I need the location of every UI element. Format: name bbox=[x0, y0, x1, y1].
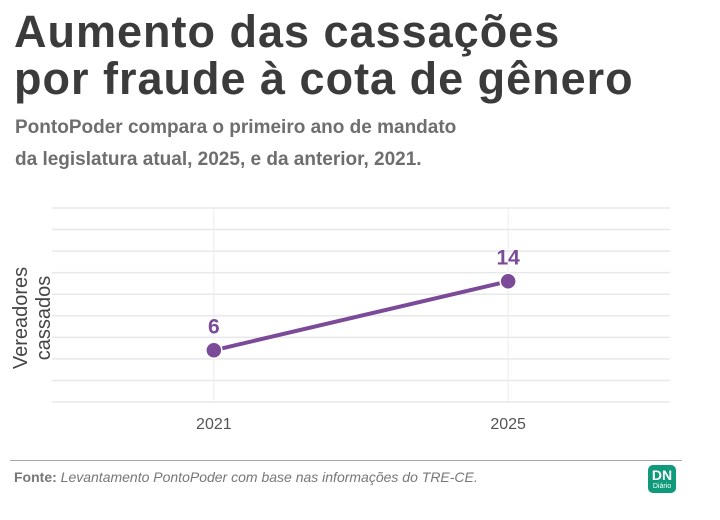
chart-title: Aumento das cassações por fraude à cota d… bbox=[14, 8, 634, 102]
source-label: Fonte: bbox=[14, 469, 57, 485]
data-label: 6 bbox=[208, 315, 220, 338]
data-label: 14 bbox=[496, 246, 520, 269]
series-line bbox=[213, 279, 509, 353]
diario-logo: DN Diário bbox=[648, 465, 676, 493]
subtitle-line-2: da legislatura atual, 2025, e da anterio… bbox=[15, 149, 422, 170]
data-point bbox=[499, 272, 517, 291]
subtitle-line-1: PontoPoder compara o primeiro ano de man… bbox=[15, 117, 457, 138]
title-line-2: por fraude à cota de gênero bbox=[14, 53, 634, 104]
source-note: Fonte: Levantamento PontoPoder com base … bbox=[14, 469, 478, 485]
line-chart: 2021 2025 6 14 bbox=[52, 207, 670, 433]
x-tick-label: 2021 bbox=[196, 416, 232, 433]
chart-subtitle: PontoPoder compara o primeiro ano de man… bbox=[15, 112, 575, 176]
logo-text: DN bbox=[651, 467, 673, 483]
data-point bbox=[205, 341, 223, 360]
x-tick-label: 2025 bbox=[490, 416, 526, 433]
title-line-1: Aumento das cassações bbox=[14, 6, 561, 57]
source-text: Levantamento PontoPoder com base nas inf… bbox=[60, 469, 478, 485]
logo-subtext: Diário bbox=[652, 483, 672, 490]
footer-divider bbox=[10, 460, 682, 461]
